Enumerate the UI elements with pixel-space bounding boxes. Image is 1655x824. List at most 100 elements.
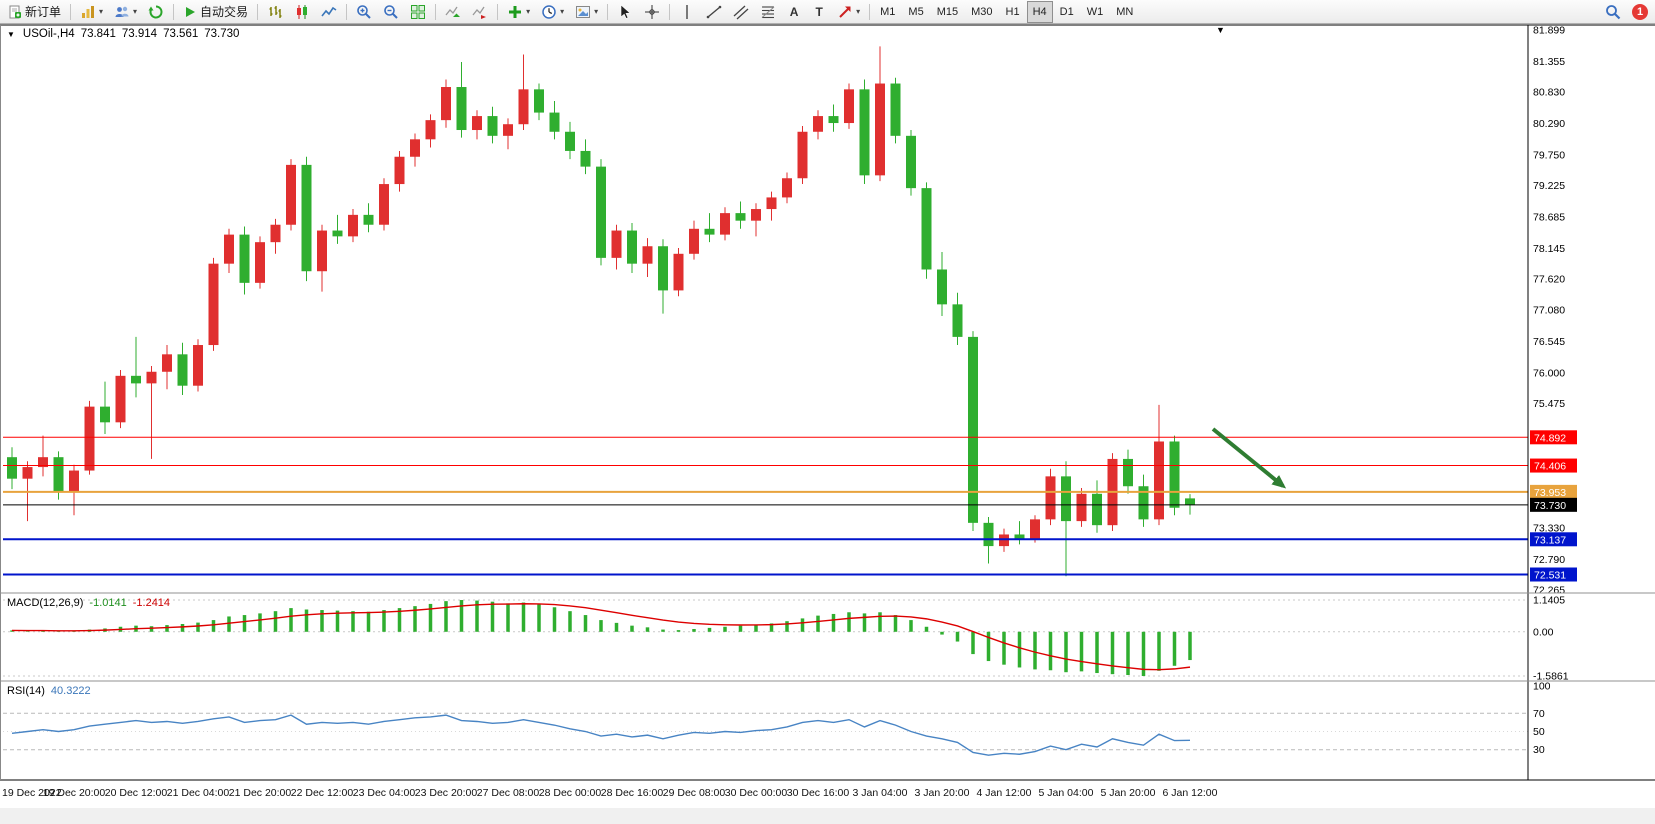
svg-text:27 Dec 08:00: 27 Dec 08:00 (477, 787, 540, 799)
refresh-button[interactable] (143, 1, 169, 23)
svg-text:100: 100 (1533, 681, 1551, 693)
svg-text:4 Jan 12:00: 4 Jan 12:00 (977, 787, 1032, 799)
svg-text:3 Jan 04:00: 3 Jan 04:00 (853, 787, 908, 799)
tf-h1-button[interactable]: H1 (1000, 1, 1026, 23)
price-chart-canvas[interactable]: 81.899 81.355 80.830 80.290 79.750 79.225 78.6… (0, 24, 1655, 824)
notification-badge[interactable]: 1 (1632, 3, 1648, 20)
timeframe-group: M1 M5 M15 M30 H1 H4 D1 W1 MN (874, 0, 1139, 23)
svg-text:19 Dec 2022: 19 Dec 2022 (2, 787, 62, 799)
bar-chart-icon (269, 5, 282, 18)
line-chart-button[interactable] (316, 1, 342, 23)
chevron-down-icon: ▾ (560, 6, 565, 16)
chevron-down-icon: ▾ (526, 6, 531, 16)
svg-text:70: 70 (1533, 708, 1545, 720)
tf-mn-button[interactable]: MN (1110, 1, 1139, 23)
svg-text:73.137: 73.137 (1534, 534, 1566, 546)
svg-text:-1.5861: -1.5861 (1533, 671, 1569, 683)
tf-m30-button[interactable]: M30 (965, 1, 998, 23)
candlestick-chart-button[interactable] (289, 1, 315, 23)
algo-trading-button[interactable]: 自动交易 (178, 1, 253, 23)
search-icon (1606, 4, 1621, 19)
tf-h4-button[interactable]: H4 (1026, 0, 1053, 23)
svg-text:30 Dec 16:00: 30 Dec 16:00 (787, 787, 850, 799)
svg-text:81.899: 81.899 (1533, 25, 1565, 37)
indicators-button[interactable]: ▾ (502, 1, 535, 23)
indicators-plus-icon (509, 5, 522, 18)
zoom-out-icon (384, 4, 398, 19)
cursor-icon (620, 3, 631, 19)
svg-text:22 Dec 12:00: 22 Dec 12:00 (291, 787, 354, 799)
tf-m5-button[interactable]: M5 (902, 1, 929, 23)
candlestick-chart-icon (297, 4, 308, 19)
one-click-trading-toggle[interactable]: ▼ (7, 29, 15, 39)
svg-text:19 Dec 20:00: 19 Dec 20:00 (43, 787, 106, 799)
algo-trading-play-icon (186, 6, 196, 17)
svg-text:28 Dec 00:00: 28 Dec 00:00 (539, 787, 602, 799)
svg-text:21 Dec 20:00: 21 Dec 20:00 (229, 787, 292, 799)
svg-text:79.750: 79.750 (1533, 150, 1565, 162)
bar-chart-button[interactable] (262, 1, 288, 23)
toolbar-separator (435, 3, 437, 20)
chevron-down-icon: ▾ (99, 6, 104, 16)
profiles-button[interactable]: ▾ (109, 1, 142, 23)
trendline-icon (706, 5, 722, 18)
template-icon (576, 5, 591, 18)
toolbar-separator (173, 3, 175, 20)
search-button[interactable] (1600, 1, 1626, 23)
channel-tool-button[interactable] (728, 1, 754, 23)
svg-text:77.080: 77.080 (1533, 305, 1565, 317)
toolbar-separator (497, 3, 499, 20)
label-tool-button[interactable]: T (807, 1, 831, 23)
svg-text:78.145: 78.145 (1533, 243, 1565, 255)
tile-windows-button[interactable] (405, 1, 431, 23)
zoom-in-button[interactable] (351, 1, 377, 23)
text-tool-icon: A (789, 4, 799, 19)
chart-shift-button[interactable] (467, 1, 493, 23)
line-chart-icon (321, 6, 337, 16)
zoom-out-button[interactable] (378, 1, 404, 23)
svg-text:72.531: 72.531 (1534, 570, 1566, 582)
chart-shift-icon (472, 6, 487, 19)
text-tool-button[interactable]: A (782, 1, 806, 23)
svg-text:20 Dec 12:00: 20 Dec 12:00 (105, 787, 168, 799)
vertical-line-icon (686, 4, 688, 19)
periods-button[interactable]: ▾ (536, 1, 569, 23)
trendline-tool-button[interactable] (701, 1, 727, 23)
svg-text:72.790: 72.790 (1533, 554, 1565, 566)
svg-text:80.830: 80.830 (1533, 87, 1565, 99)
svg-text:1.1405: 1.1405 (1533, 595, 1565, 607)
fibonacci-tool-button[interactable] (755, 1, 781, 23)
auto-scroll-button[interactable] (440, 1, 466, 23)
chevron-down-icon: ▾ (594, 6, 599, 16)
svg-text:5 Jan 20:00: 5 Jan 20:00 (1101, 787, 1156, 799)
svg-text:77.620: 77.620 (1533, 273, 1565, 285)
chart-menu-arrow[interactable]: ▼ (1216, 25, 1225, 35)
tf-m1-button[interactable]: M1 (874, 1, 901, 23)
chevron-down-icon: ▾ (133, 6, 138, 16)
toolbar-separator (669, 3, 671, 20)
templates-button[interactable]: ▾ (570, 1, 603, 23)
svg-text:74.406: 74.406 (1534, 461, 1566, 473)
svg-text:28 Dec 16:00: 28 Dec 16:00 (601, 787, 664, 799)
crosshair-button[interactable] (639, 1, 665, 23)
tf-m15-button[interactable]: M15 (931, 1, 964, 23)
toolbar-right-group: 1 (1600, 1, 1652, 23)
vertical-line-tool-button[interactable] (674, 1, 700, 23)
new-order-icon (9, 5, 21, 18)
svg-text:6 Jan 12:00: 6 Jan 12:00 (1163, 787, 1218, 799)
svg-text:30 Dec 00:00: 30 Dec 00:00 (725, 787, 788, 799)
refresh-icon (148, 5, 163, 18)
tf-w1-button[interactable]: W1 (1081, 1, 1110, 23)
new-order-label: 新订单 (25, 5, 62, 19)
shapes-tool-button[interactable]: ▾ (832, 1, 865, 23)
new-chart-button[interactable]: ▾ (75, 1, 108, 23)
tf-d1-button[interactable]: D1 (1054, 1, 1080, 23)
svg-text:73.730: 73.730 (1534, 500, 1566, 512)
crosshair-icon (645, 4, 660, 19)
new-order-button[interactable]: 新订单 (3, 1, 66, 23)
svg-text:76.000: 76.000 (1533, 367, 1565, 379)
svg-text:3 Jan 20:00: 3 Jan 20:00 (915, 787, 970, 799)
toolbar-separator (257, 3, 259, 20)
svg-text:73.953: 73.953 (1534, 487, 1566, 499)
cursor-button[interactable] (612, 1, 638, 23)
